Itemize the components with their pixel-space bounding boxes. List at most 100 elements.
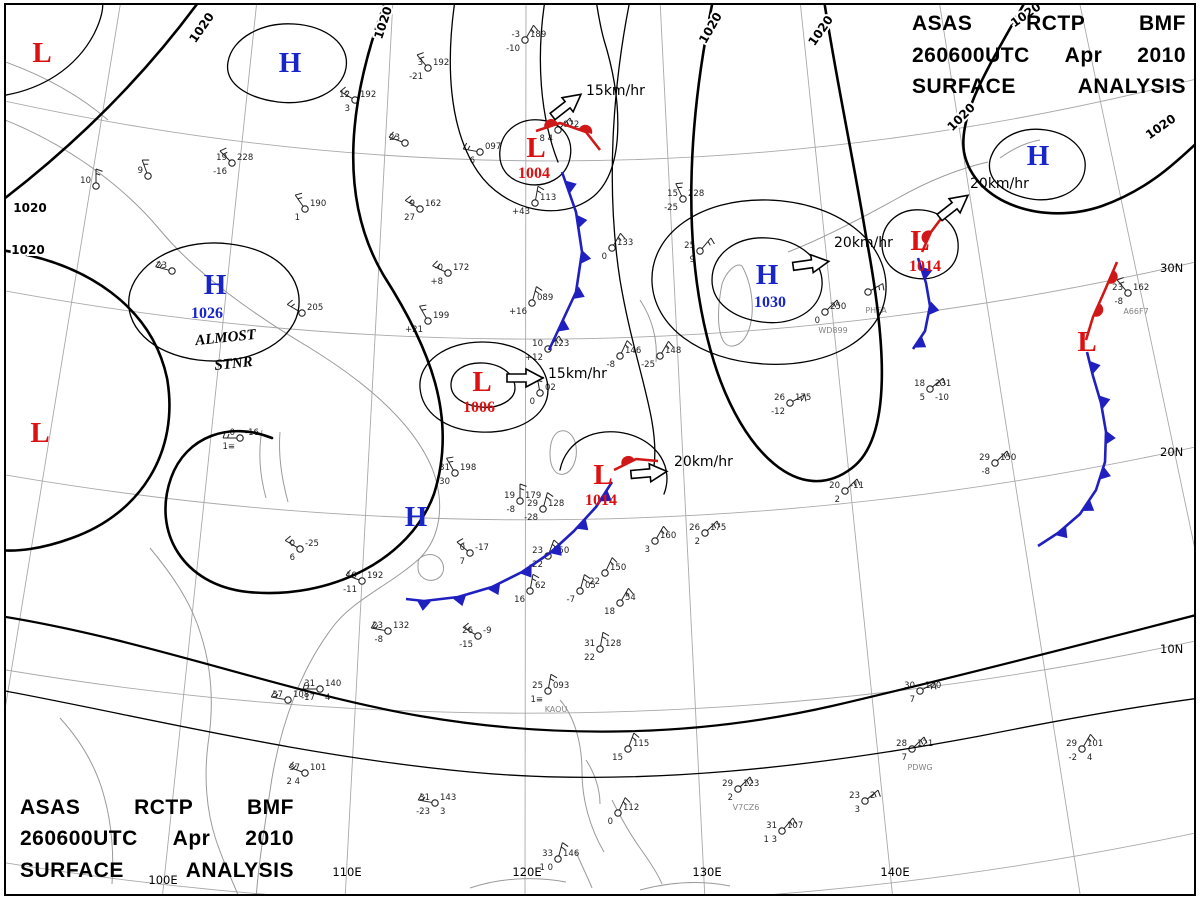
wind-barb [783,817,794,829]
station-dewpoint: 5 [920,393,925,403]
longitude-line [800,5,893,894]
movement-arrow [629,462,669,484]
station-dewpoint: +12 [525,353,543,363]
station-plot: 113 +43 [512,185,556,217]
station-temp: -3 [512,30,520,40]
arrow-icon [629,462,669,484]
latitude-line [6,832,1194,894]
wind-barb-tick [707,241,711,246]
title-line: 260600UTC Apr 2010 [20,823,294,855]
station-pressure: 198 [460,463,476,473]
wind-barb-tick [882,283,885,291]
wind-barb [621,588,629,601]
station-dewpoint: -10 [506,44,520,54]
station-dewpoint: -16 [213,167,227,177]
isobar-label: 1020 [186,10,217,45]
wind-barb [432,265,446,273]
station-plot: 097 6 [462,142,501,166]
wind-barb-tick [920,739,924,745]
station-plot: 23 [388,131,409,147]
wind-barb [913,736,925,748]
title-block-top-right: ASAS RCTP BMF 260600UTC Apr 2010 SURFACE ANALYS… [912,8,1186,103]
station-circle [424,317,432,325]
station-pressure: 140 [325,679,341,689]
station-pressure: 143 [440,793,456,803]
wind-barb-tick [633,732,640,738]
wind-barb [922,682,935,690]
wind-barb-tick [159,263,163,269]
wind-barb-tick [422,796,426,802]
station-plot: 25 093 1≡KAOU [530,673,569,714]
low-symbol: L [910,225,929,257]
station-pressure: 089 [537,293,553,303]
wind-barb-tick [547,492,554,498]
isobar [6,5,198,199]
station-dewpoint: -17 [301,693,315,703]
station-circle [298,309,306,317]
wind-barb [530,574,534,588]
isobar [711,237,823,324]
wind-barb-tick [222,151,228,155]
isobar [227,23,348,104]
wind-barb [628,732,635,747]
wind-barb-tick [417,793,423,801]
station-plot: 37 101 2 4 [286,761,326,787]
wind-barb [548,539,555,554]
station-plot: 18 231 5 -10 [914,377,951,403]
station-dewpoint: -30 [436,477,450,487]
station-pressure: -11 [850,481,864,491]
latitude-label: 10N [1160,642,1183,656]
station-plot: 29 128 -28 [524,492,564,523]
title-block-bottom-left: ASAS RCTP BMF 260600UTC Apr 2010 SURFACE ANALYS… [20,792,294,887]
station-plot: 12 192 3 [339,86,376,114]
station-circle [696,247,704,255]
station-plot: 3 192 -21 [409,52,449,82]
longitude-label: 100E [148,873,177,887]
cold-front-line [547,171,584,351]
station-plot: 259 [684,237,715,265]
wind-barb-tick [288,761,294,768]
cold-front-pip [1081,499,1095,512]
wind-barb-tick [663,525,669,532]
arrow-icon [506,367,545,389]
station-temp: 29 [1066,739,1077,749]
isobar [962,5,1194,215]
station-plot: -3 189 -10 [506,24,546,54]
station-dewpoint: 7 [910,695,915,705]
station-plot: 112 0 [608,797,639,827]
station-plot: 62 16 [514,573,546,605]
speed-label: 15km/hr [586,83,645,99]
wind-barb-tick [270,690,276,698]
pressure-value: 1030 [754,294,786,311]
station-dewpoint: -22 [586,577,600,587]
station-dewpoint: 2 [835,495,840,505]
station-pressure: 175 [795,393,811,403]
wind-barb [155,266,170,271]
station-plot: 33 146 1 0 [539,842,579,873]
station-pressure: 146 [625,346,641,356]
wind-barb-tick [1116,277,1124,281]
wind-barb [543,492,548,507]
title-word: 2010 [1137,43,1186,67]
title-line: ASAS RCTP BMF [20,792,294,824]
low-symbol: L [526,132,545,164]
wind-barb-tick [307,684,310,690]
title-word: BMF [247,795,294,819]
station-dewpoint: 1≡ [222,442,235,452]
wind-barb [675,183,683,197]
station-circle [416,205,424,213]
station-dewpoint: 7 [460,557,465,567]
station-circle [401,139,409,147]
wind-barb [405,200,418,208]
station-dewpoint: 27 [404,213,415,223]
station-plot: 115 15 [612,732,649,763]
title-word: 260600UTC [20,827,138,850]
isobar [128,242,300,362]
wind-barb-tick [923,736,928,744]
wind-barb-tick [532,573,540,579]
high-symbol: H [204,269,227,301]
stationary-annotation: STNR [214,354,254,374]
